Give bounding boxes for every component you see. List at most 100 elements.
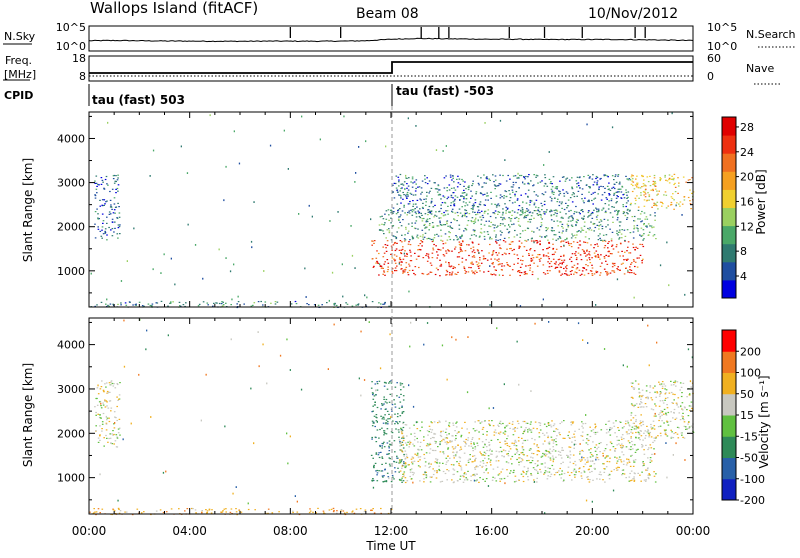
velocity-cell: [621, 469, 624, 471]
power-cell: [463, 192, 466, 194]
velocity-cell: [645, 385, 648, 387]
velocity-cell: [540, 456, 543, 458]
power-cell: [554, 251, 557, 253]
velocity-cell: [399, 479, 401, 481]
power-cell: [555, 215, 558, 217]
power-cell: [596, 218, 598, 221]
velocity-cell: [467, 439, 469, 441]
power-cell: [550, 219, 553, 221]
power-cell: [514, 229, 516, 232]
velocity-cell: [664, 393, 667, 395]
velocity-cell: [544, 455, 547, 457]
velocity-cell: [399, 401, 402, 403]
power-cell: [527, 265, 530, 267]
power-cell: [461, 216, 464, 218]
velocity-cell: [569, 457, 571, 459]
power-cell: [397, 210, 399, 212]
power-cell: [383, 270, 385, 272]
velocity-cell: [419, 466, 421, 468]
power-cell: [378, 224, 381, 226]
power-cell: [466, 193, 468, 196]
velocity-cell: [488, 420, 490, 422]
velocity-cell: [442, 451, 444, 453]
power-cell: [661, 205, 663, 207]
velocity-cell: [620, 446, 622, 448]
power-cell: [438, 249, 440, 251]
power-cell: [519, 225, 521, 227]
power-cell: [471, 270, 473, 272]
power-cell: [576, 257, 578, 259]
velocity-cell: [419, 480, 421, 482]
power-cell: [644, 196, 647, 198]
velocity-cell: [394, 451, 396, 453]
power-cell: [119, 233, 121, 235]
power-cell: [592, 212, 594, 214]
power-cell: [512, 186, 514, 188]
power-cell: [415, 216, 418, 218]
power-cell: [102, 233, 105, 235]
velocity-cell: [663, 408, 666, 410]
power-cell: [613, 271, 616, 273]
power-cell: [618, 229, 621, 231]
power-cell: [212, 305, 214, 307]
velocity-cell: [653, 475, 656, 477]
power-cell: [530, 260, 533, 262]
power-cell: [611, 266, 614, 268]
power-cell: [536, 175, 539, 177]
x-tick-label: 00:00: [72, 524, 107, 538]
velocity-cell: [97, 508, 100, 510]
power-cell: [424, 223, 426, 226]
power-cell: [398, 262, 400, 265]
power-cell: [397, 227, 400, 229]
velocity-cell: [622, 446, 625, 448]
power-cell: [453, 181, 455, 183]
power-cell: [517, 176, 520, 179]
power-cell: [403, 206, 405, 208]
velocity-cell: [602, 479, 604, 481]
power-cell: [459, 199, 461, 201]
power-cell: [542, 255, 545, 257]
velocity-cell: [492, 476, 494, 478]
velocity-cell: [101, 508, 104, 510]
power-cell: [451, 271, 454, 273]
power-cell: [569, 258, 571, 260]
power-cell: [430, 187, 433, 189]
power-cell: [388, 232, 391, 234]
velocity-cell: [113, 427, 116, 429]
velocity-cell: [481, 465, 484, 467]
power-cell: [472, 242, 474, 244]
power-cell: [524, 229, 527, 231]
velocity-cell: [630, 431, 632, 433]
velocity-cell: [488, 441, 490, 443]
velocity-cell: [111, 382, 114, 385]
velocity-cell: [681, 408, 684, 410]
power-cell: [431, 198, 433, 200]
power-cell: [605, 197, 608, 199]
power-cell: [493, 181, 495, 183]
velocity-cell: [666, 476, 668, 479]
velocity-cell: [436, 470, 438, 473]
velocity-cell: [520, 426, 523, 428]
power-cell: [516, 199, 519, 201]
velocity-cell: [457, 431, 460, 433]
power-cell: [593, 198, 595, 200]
power-cell: [260, 300, 262, 303]
velocity-cell: [664, 388, 666, 390]
velocity-cell: [105, 423, 108, 425]
power-cell: [601, 239, 603, 241]
power-cell: [647, 192, 649, 194]
power-cell: [573, 211, 576, 213]
velocity-cell: [595, 425, 597, 427]
velocity-cell: [639, 406, 642, 408]
power-cell: [588, 215, 590, 217]
power-cell: [113, 231, 115, 233]
velocity-cell: [96, 397, 98, 400]
power-cell: [601, 262, 603, 264]
power-cell: [415, 203, 417, 205]
power-cell: [494, 210, 497, 212]
power-cell: [317, 304, 320, 306]
velocity-cell: [547, 467, 549, 469]
power-cell: [545, 230, 548, 232]
velocity-cell: [645, 435, 647, 437]
power-cell: [573, 273, 575, 275]
